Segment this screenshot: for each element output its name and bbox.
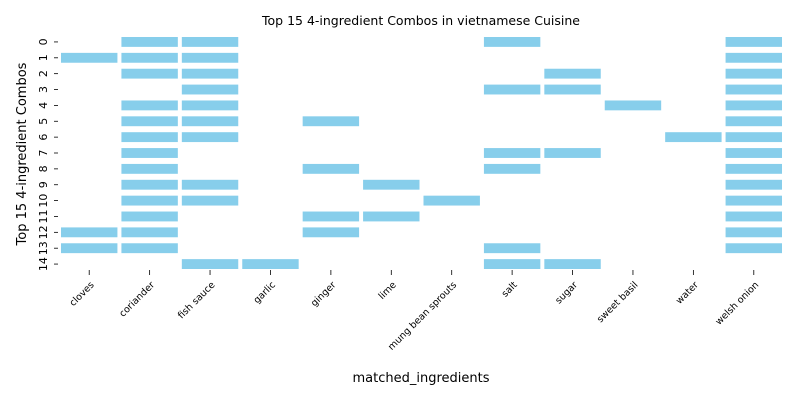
cell-4-coriander bbox=[121, 100, 178, 111]
cell-6-water bbox=[665, 132, 722, 143]
cell-4-sweet-basil bbox=[604, 100, 662, 111]
x-tick-label: fish sauce bbox=[176, 280, 218, 322]
cell-12-welsh-onion bbox=[725, 227, 782, 238]
cell-1-welsh-onion bbox=[725, 52, 782, 63]
x-tick-label: mung bean sprouts bbox=[386, 280, 459, 353]
cell-8-ginger bbox=[302, 163, 360, 174]
cell-2-sugar bbox=[544, 68, 601, 79]
cell-13-cloves bbox=[61, 243, 118, 254]
cell-11-lime bbox=[363, 211, 420, 222]
y-tick-label: 6 bbox=[37, 134, 50, 141]
cell-4-fish-sauce bbox=[181, 100, 239, 111]
cell-10-mung-bean-sprouts bbox=[423, 195, 480, 206]
cell-14-fish-sauce bbox=[181, 259, 239, 269]
y-tick-label: 2 bbox=[37, 70, 50, 77]
cell-5-ginger bbox=[302, 116, 360, 127]
cell-13-coriander bbox=[121, 243, 178, 254]
cell-7-salt bbox=[483, 148, 541, 158]
cell-6-fish-sauce bbox=[181, 132, 239, 143]
cell-0-fish-sauce bbox=[181, 37, 239, 47]
y-tick-label: 9 bbox=[37, 181, 50, 188]
cell-14-garlic bbox=[242, 259, 299, 269]
cell-5-coriander bbox=[121, 116, 178, 127]
x-axis: cloves coriander fish sauce garlic ginger lim… bbox=[68, 270, 761, 353]
y-tick-label: 10 bbox=[37, 194, 50, 208]
cell-2-coriander bbox=[121, 68, 178, 79]
cell-2-welsh-onion bbox=[725, 68, 782, 79]
x-tick-label: coriander bbox=[117, 280, 157, 320]
x-tick-label: cloves bbox=[68, 280, 97, 309]
cell-10-fish-sauce bbox=[181, 195, 239, 206]
cell-1-coriander bbox=[121, 52, 178, 63]
cell-3-welsh-onion bbox=[725, 84, 782, 95]
y-tick-label: 11 bbox=[37, 209, 50, 223]
cell-8-salt bbox=[483, 163, 541, 174]
cell-11-coriander bbox=[121, 211, 178, 222]
cell-12-cloves bbox=[61, 227, 118, 238]
x-tick-label: welsh onion bbox=[713, 280, 761, 328]
y-tick-label: 4 bbox=[37, 102, 50, 109]
cell-3-salt bbox=[483, 84, 541, 95]
cell-7-sugar bbox=[544, 148, 601, 158]
cell-5-fish-sauce bbox=[181, 116, 239, 127]
cell-7-welsh-onion bbox=[725, 148, 782, 158]
cell-9-welsh-onion bbox=[725, 179, 782, 190]
y-axis-label: Top 15 4-ingredient Combos bbox=[15, 62, 30, 246]
cell-10-coriander bbox=[121, 195, 178, 206]
x-tick-label: water bbox=[674, 280, 701, 307]
cell-0-salt bbox=[483, 37, 541, 47]
cell-10-welsh-onion bbox=[725, 195, 782, 206]
cell-11-ginger bbox=[302, 211, 360, 222]
x-axis-label: matched_ingredients bbox=[353, 371, 490, 386]
cell-9-lime bbox=[363, 179, 420, 190]
y-tick-label: 1 bbox=[37, 54, 50, 61]
cell-8-welsh-onion bbox=[725, 163, 782, 174]
cell-14-salt bbox=[483, 259, 541, 269]
x-tick-label: garlic bbox=[252, 280, 278, 306]
cell-6-welsh-onion bbox=[725, 132, 782, 143]
y-tick-label: 3 bbox=[37, 86, 50, 93]
y-tick-label: 7 bbox=[37, 150, 50, 157]
cell-0-coriander bbox=[121, 37, 178, 47]
cell-1-cloves bbox=[61, 52, 118, 63]
cell-12-ginger bbox=[302, 227, 360, 238]
cell-1-fish-sauce bbox=[181, 52, 239, 63]
cell-7-coriander bbox=[121, 148, 178, 158]
x-tick-label: salt bbox=[500, 280, 520, 300]
y-tick-label: 13 bbox=[37, 241, 50, 255]
y-tick-label: 0 bbox=[37, 38, 50, 45]
cell-9-fish-sauce bbox=[181, 179, 239, 190]
cell-4-welsh-onion bbox=[725, 100, 782, 111]
cell-2-fish-sauce bbox=[181, 68, 239, 79]
cell-3-sugar bbox=[544, 84, 601, 95]
cells-layer bbox=[61, 37, 782, 269]
y-tick-label: 12 bbox=[37, 225, 50, 239]
cell-3-fish-sauce bbox=[181, 84, 239, 95]
x-tick-label: sugar bbox=[553, 280, 580, 307]
cell-11-welsh-onion bbox=[725, 211, 782, 222]
cell-12-coriander bbox=[121, 227, 178, 238]
x-tick-label: ginger bbox=[309, 280, 338, 309]
x-tick-label: lime bbox=[377, 280, 399, 302]
cell-6-coriander bbox=[121, 132, 178, 143]
cell-5-welsh-onion bbox=[725, 116, 782, 127]
cell-13-welsh-onion bbox=[725, 243, 782, 254]
y-tick-label: 8 bbox=[37, 165, 50, 172]
y-tick-label: 5 bbox=[37, 118, 50, 125]
cell-8-coriander bbox=[121, 163, 178, 174]
chart-title: Top 15 4-ingredient Combos in vietnamese… bbox=[261, 13, 580, 28]
cell-0-welsh-onion bbox=[725, 37, 782, 47]
cell-13-salt bbox=[483, 243, 541, 254]
cell-9-coriander bbox=[121, 179, 178, 190]
y-tick-label: 14 bbox=[37, 257, 50, 271]
cell-14-sugar bbox=[544, 259, 601, 269]
x-tick-label: sweet basil bbox=[595, 280, 640, 325]
